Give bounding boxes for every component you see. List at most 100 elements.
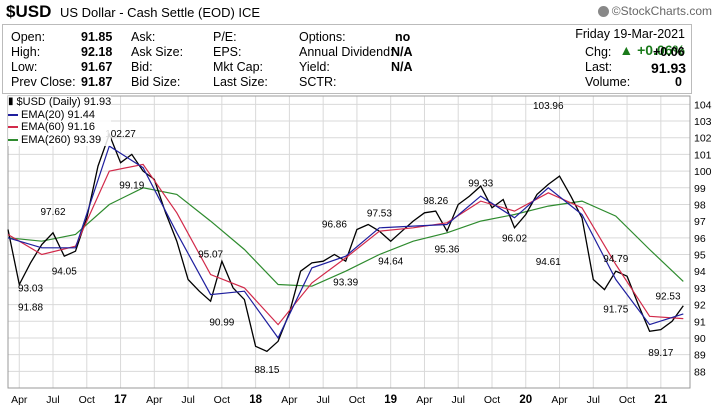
legend-ema60: EMA(60) 91.16 [8,121,111,134]
series-line-ema20 [7,145,684,340]
y-tick-label: 93 [694,283,706,295]
prev-close-value: 91.87 [81,75,113,89]
x-tick-label: 19 [384,394,397,406]
x-tick-label: Oct [484,394,500,406]
price-annotation: 95.36 [434,245,459,256]
annual-dividend-label: Annual Dividend: [299,45,394,59]
price-annotation: 93.39 [333,277,358,288]
x-tick-label: 20 [519,394,532,406]
plot-frame [7,95,691,389]
y-tick-label: 97 [694,216,706,228]
series-line-price [7,132,684,353]
sctr-label: SCTR: [299,75,337,89]
y-tick-label: 92 [694,300,706,312]
x-tick-label: Jul [46,394,59,406]
low-value: 91.67 [81,60,113,74]
price-annotation: 94.05 [52,266,77,277]
price-annotation: 94.64 [378,257,403,268]
yield-value: N/A [391,60,413,74]
bid-label: Bid: [131,60,153,74]
y-tick-label: 98 [694,199,706,211]
y-tick-label: 91 [694,316,706,328]
ema60-swatch [8,126,18,129]
ema260-swatch [8,138,18,141]
x-tick-label: Apr [146,394,163,406]
price-annotation: 95.07 [198,249,223,260]
high-value: 92.18 [81,45,113,59]
yield-label: Yield: [299,60,330,74]
x-tick-label: Apr [281,394,298,406]
options-value: no [395,30,411,44]
y-tick-label: 103 [694,116,712,128]
last-size-label: Last Size: [213,75,268,89]
brand-text: ©StockCharts.com [611,4,712,18]
legend-ema60-label: EMA(60) 91.16 [21,121,95,133]
ask-size-label: Ask Size: [131,45,184,59]
bars-icon: ▮ [8,96,14,107]
prev-close-label: Prev Close: [11,75,76,89]
annual-dividend-value: N/A [391,45,413,59]
x-tick-label: Oct [619,394,635,406]
pe-label: P/E: [213,30,237,44]
legend-ema260: EMA(260) 93.39 [8,134,111,147]
x-tick-label: Oct [79,394,95,406]
x-tick-label: Apr [11,394,28,406]
x-tick-label: 17 [114,394,127,406]
price-annotation: 88.15 [254,365,279,376]
price-chart[interactable]: 88 89 90 91 92 93 94 95 96 97 98 99 100 101 102 103 104 A… [0,92,720,414]
price-annotation: 97.62 [41,207,66,218]
series-line-ema60 [7,163,684,326]
y-tick-label: 102 [694,133,712,145]
quote-date: Friday 19-Mar-2021 [575,27,685,41]
y-tick-label: 100 [694,166,712,178]
price-annotation: 98.26 [423,196,448,207]
bid-size-label: Bid Size: [131,75,181,89]
price-annotation: 99.33 [468,178,493,189]
mkt-cap-label: Mkt Cap: [213,60,264,74]
chart-legend: ▮ $USD (Daily) 91.93 EMA(20) 91.44 EMA(6… [8,96,112,147]
price-annotation: 90.99 [209,317,234,328]
low-label: Low: [11,60,38,74]
brand-logo[interactable]: ©StockCharts.com [597,4,712,18]
x-tick-label: Apr [551,394,568,406]
y-tick-label: 104 [694,99,712,111]
x-tick-label: Jul [181,394,194,406]
open-value: 91.85 [81,30,113,44]
y-tick-label: 89 [694,350,706,362]
price-annotation: 89.17 [648,348,673,359]
y-tick-label: 101 [694,149,712,161]
chg-label: Chg: [585,45,612,59]
x-tick-label: Jul [587,394,600,406]
y-tick-label: 96 [694,233,706,245]
price-annotation: 94.79 [603,254,628,265]
price-chart-svg[interactable]: 88 89 90 91 92 93 94 95 96 97 98 99 100 101 102 103 104 A… [0,92,720,414]
x-tick-label: 21 [654,394,667,406]
stockcharts-logo-icon [597,5,609,17]
chart-header: $USD US Dollar - Cash Settle (EOD) ICE ©… [0,0,720,24]
price-annotation: 91.88 [18,303,43,314]
ask-label: Ask: [131,30,156,44]
x-tick-label: Jul [452,394,465,406]
volume-label: Volume: [585,75,631,89]
high-label: High: [11,45,41,59]
price-annotation: 93.03 [18,283,43,294]
price-annotation: 96.02 [502,233,527,244]
price-annotation: 96.86 [322,219,347,230]
legend-ema20: EMA(20) 91.44 [8,109,111,122]
price-annotation: 103.96 [533,101,564,112]
y-tick-label: 88 [694,366,706,378]
last-value: 91.93 [651,60,687,76]
options-label: Options: [299,30,346,44]
y-tick-label: 95 [694,250,706,262]
y-tick-label: 90 [694,333,706,345]
legend-ema260-label: EMA(260) 93.39 [21,133,102,146]
x-tick-label: Oct [214,394,230,406]
eps-label: EPS: [213,45,242,59]
legend-ema20-label: EMA(20) 91.44 [21,108,95,121]
price-annotation: 99.19 [119,181,144,192]
quote-panel: Friday 19-Mar-2021 ▲ +0.06% Open: 91.85 … [2,24,692,94]
price-annotation: 92.53 [655,292,680,303]
price-annotation: 102.27 [105,129,136,140]
y-tick-label: 94 [694,266,706,278]
change-percent: ▲ +0.06% [619,42,685,58]
